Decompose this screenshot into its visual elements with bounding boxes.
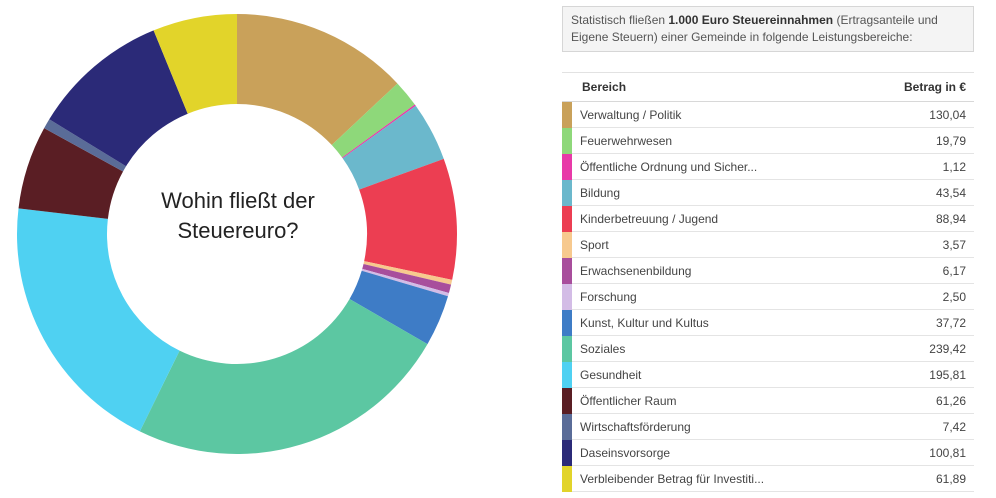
legend-swatch [562, 101, 572, 128]
row-label: Öffentliche Ordnung und Sicher... [580, 159, 758, 174]
table-row[interactable]: Soziales 239,42 [562, 335, 974, 362]
table-row[interactable]: Feuerwehrwesen 19,79 [562, 127, 974, 154]
legend-swatch [562, 413, 572, 440]
legend-swatch [562, 361, 572, 388]
legend-swatch [562, 231, 572, 258]
row-value: 1,12 [942, 159, 966, 174]
row-label: Erwachsenenbildung [580, 263, 692, 278]
legend-swatch [562, 309, 572, 336]
donut-slice-10[interactable] [16, 208, 180, 432]
donut-slice-9[interactable] [139, 299, 428, 454]
row-value: 61,89 [935, 471, 966, 486]
chart-title: Wohin fließt der Steuereuro? [161, 188, 315, 243]
row-label: Verbleibender Betrag für Investiti... [580, 471, 765, 486]
row-label: Sport [580, 237, 609, 252]
donut-slice-13[interactable] [49, 30, 188, 167]
table-row[interactable]: Kunst, Kultur und Kultus 37,72 [562, 309, 974, 336]
row-label: Forschung [580, 289, 637, 304]
row-value: 88,94 [935, 211, 966, 226]
table-row[interactable]: Gesundheit 195,81 [562, 361, 974, 388]
table-row[interactable]: Öffentlicher Raum 61,26 [562, 387, 974, 414]
row-value: 43,54 [935, 185, 966, 200]
table-header: Bereich Betrag in € [562, 73, 974, 102]
donut-slice-0[interactable] [237, 14, 398, 146]
donut-chart: Wohin fließt der Steuereuro? [0, 0, 470, 498]
table-row[interactable]: Verbleibender Betrag für Investiti... 61,… [562, 465, 974, 492]
row-value: 100,81 [929, 445, 966, 460]
table-row[interactable]: Erwachsenenbildung 6,17 [562, 257, 974, 284]
table-row[interactable]: Bildung 43,54 [562, 179, 974, 206]
table-row[interactable]: Sport 3,57 [562, 231, 974, 258]
intro-text: Statistisch fließen 1.000 Euro Steuerein… [562, 6, 974, 52]
donut-slice-5[interactable] [363, 261, 453, 285]
data-table: Bereich Betrag in € Verwaltung / Politik… [562, 72, 974, 492]
legend-swatch [562, 179, 572, 206]
row-label: Wirtschaftsförderung [580, 419, 691, 434]
row-value: 130,04 [929, 107, 966, 122]
donut-slice-8[interactable] [349, 270, 449, 345]
donut-slice-12[interactable] [44, 119, 127, 172]
donut-svg [16, 14, 458, 454]
donut-slice-4[interactable] [359, 158, 458, 280]
table-row[interactable]: Forschung 2,50 [562, 283, 974, 310]
donut-slice-6[interactable] [362, 263, 452, 293]
row-label: Feuerwehrwesen [580, 133, 673, 148]
table-row[interactable]: Verwaltung / Politik 130,04 [562, 101, 974, 128]
intro-pre: Statistisch fließen [571, 13, 669, 27]
intro-post: (Ertragsanteile und Eigene Steuern) eine… [571, 13, 938, 44]
row-label: Öffentlicher Raum [580, 393, 677, 408]
donut-slice-3[interactable] [342, 105, 444, 190]
row-value: 37,72 [935, 315, 966, 330]
row-value: 19,79 [935, 133, 966, 148]
row-label: Kinderbetreuung / Jugend [580, 211, 719, 226]
donut-slice-2[interactable] [342, 104, 416, 159]
row-label: Kunst, Kultur und Kultus [580, 315, 709, 330]
table-row[interactable]: Daseinsvorsorge 100,81 [562, 439, 974, 466]
legend-swatch [562, 465, 572, 492]
row-label: Daseinsvorsorge [580, 445, 671, 460]
table-row[interactable]: Wirtschaftsförderung 7,42 [562, 413, 974, 440]
table-row[interactable]: Öffentliche Ordnung und Sicher... 1,12 [562, 153, 974, 180]
legend-swatch [562, 335, 572, 362]
legend-swatch [562, 127, 572, 154]
legend-swatch [562, 387, 572, 414]
donut-slice-11[interactable] [18, 128, 124, 219]
legend-swatch [562, 153, 572, 180]
table-row[interactable]: Kinderbetreuung / Jugend 88,94 [562, 205, 974, 232]
legend-swatch [562, 205, 572, 232]
row-value: 3,57 [942, 237, 966, 252]
row-value: 239,42 [929, 341, 966, 356]
row-value: 6,17 [942, 263, 966, 278]
row-label: Bildung [580, 185, 621, 200]
row-value: 61,26 [935, 393, 966, 408]
row-value: 2,50 [942, 289, 966, 304]
donut-slice-14[interactable] [153, 14, 237, 114]
row-value: 195,81 [929, 367, 966, 382]
row-value: 7,42 [942, 419, 966, 434]
legend-swatch [562, 439, 572, 466]
donut-slice-1[interactable] [331, 83, 415, 158]
intro-bold: 1.000 Euro Steuereinnahmen [668, 13, 834, 27]
row-label: Verwaltung / Politik [580, 107, 682, 122]
header-betrag: Betrag in € [903, 80, 966, 94]
legend-swatch [562, 257, 572, 284]
row-label: Gesundheit [580, 367, 642, 382]
table-rows: Verwaltung / Politik 130,04 Feuerwehrwesen… [562, 101, 974, 492]
row-label: Soziales [580, 341, 626, 356]
legend-swatch [562, 283, 572, 310]
header-bereich: Bereich [582, 80, 627, 94]
donut-slice-7[interactable] [361, 268, 449, 297]
